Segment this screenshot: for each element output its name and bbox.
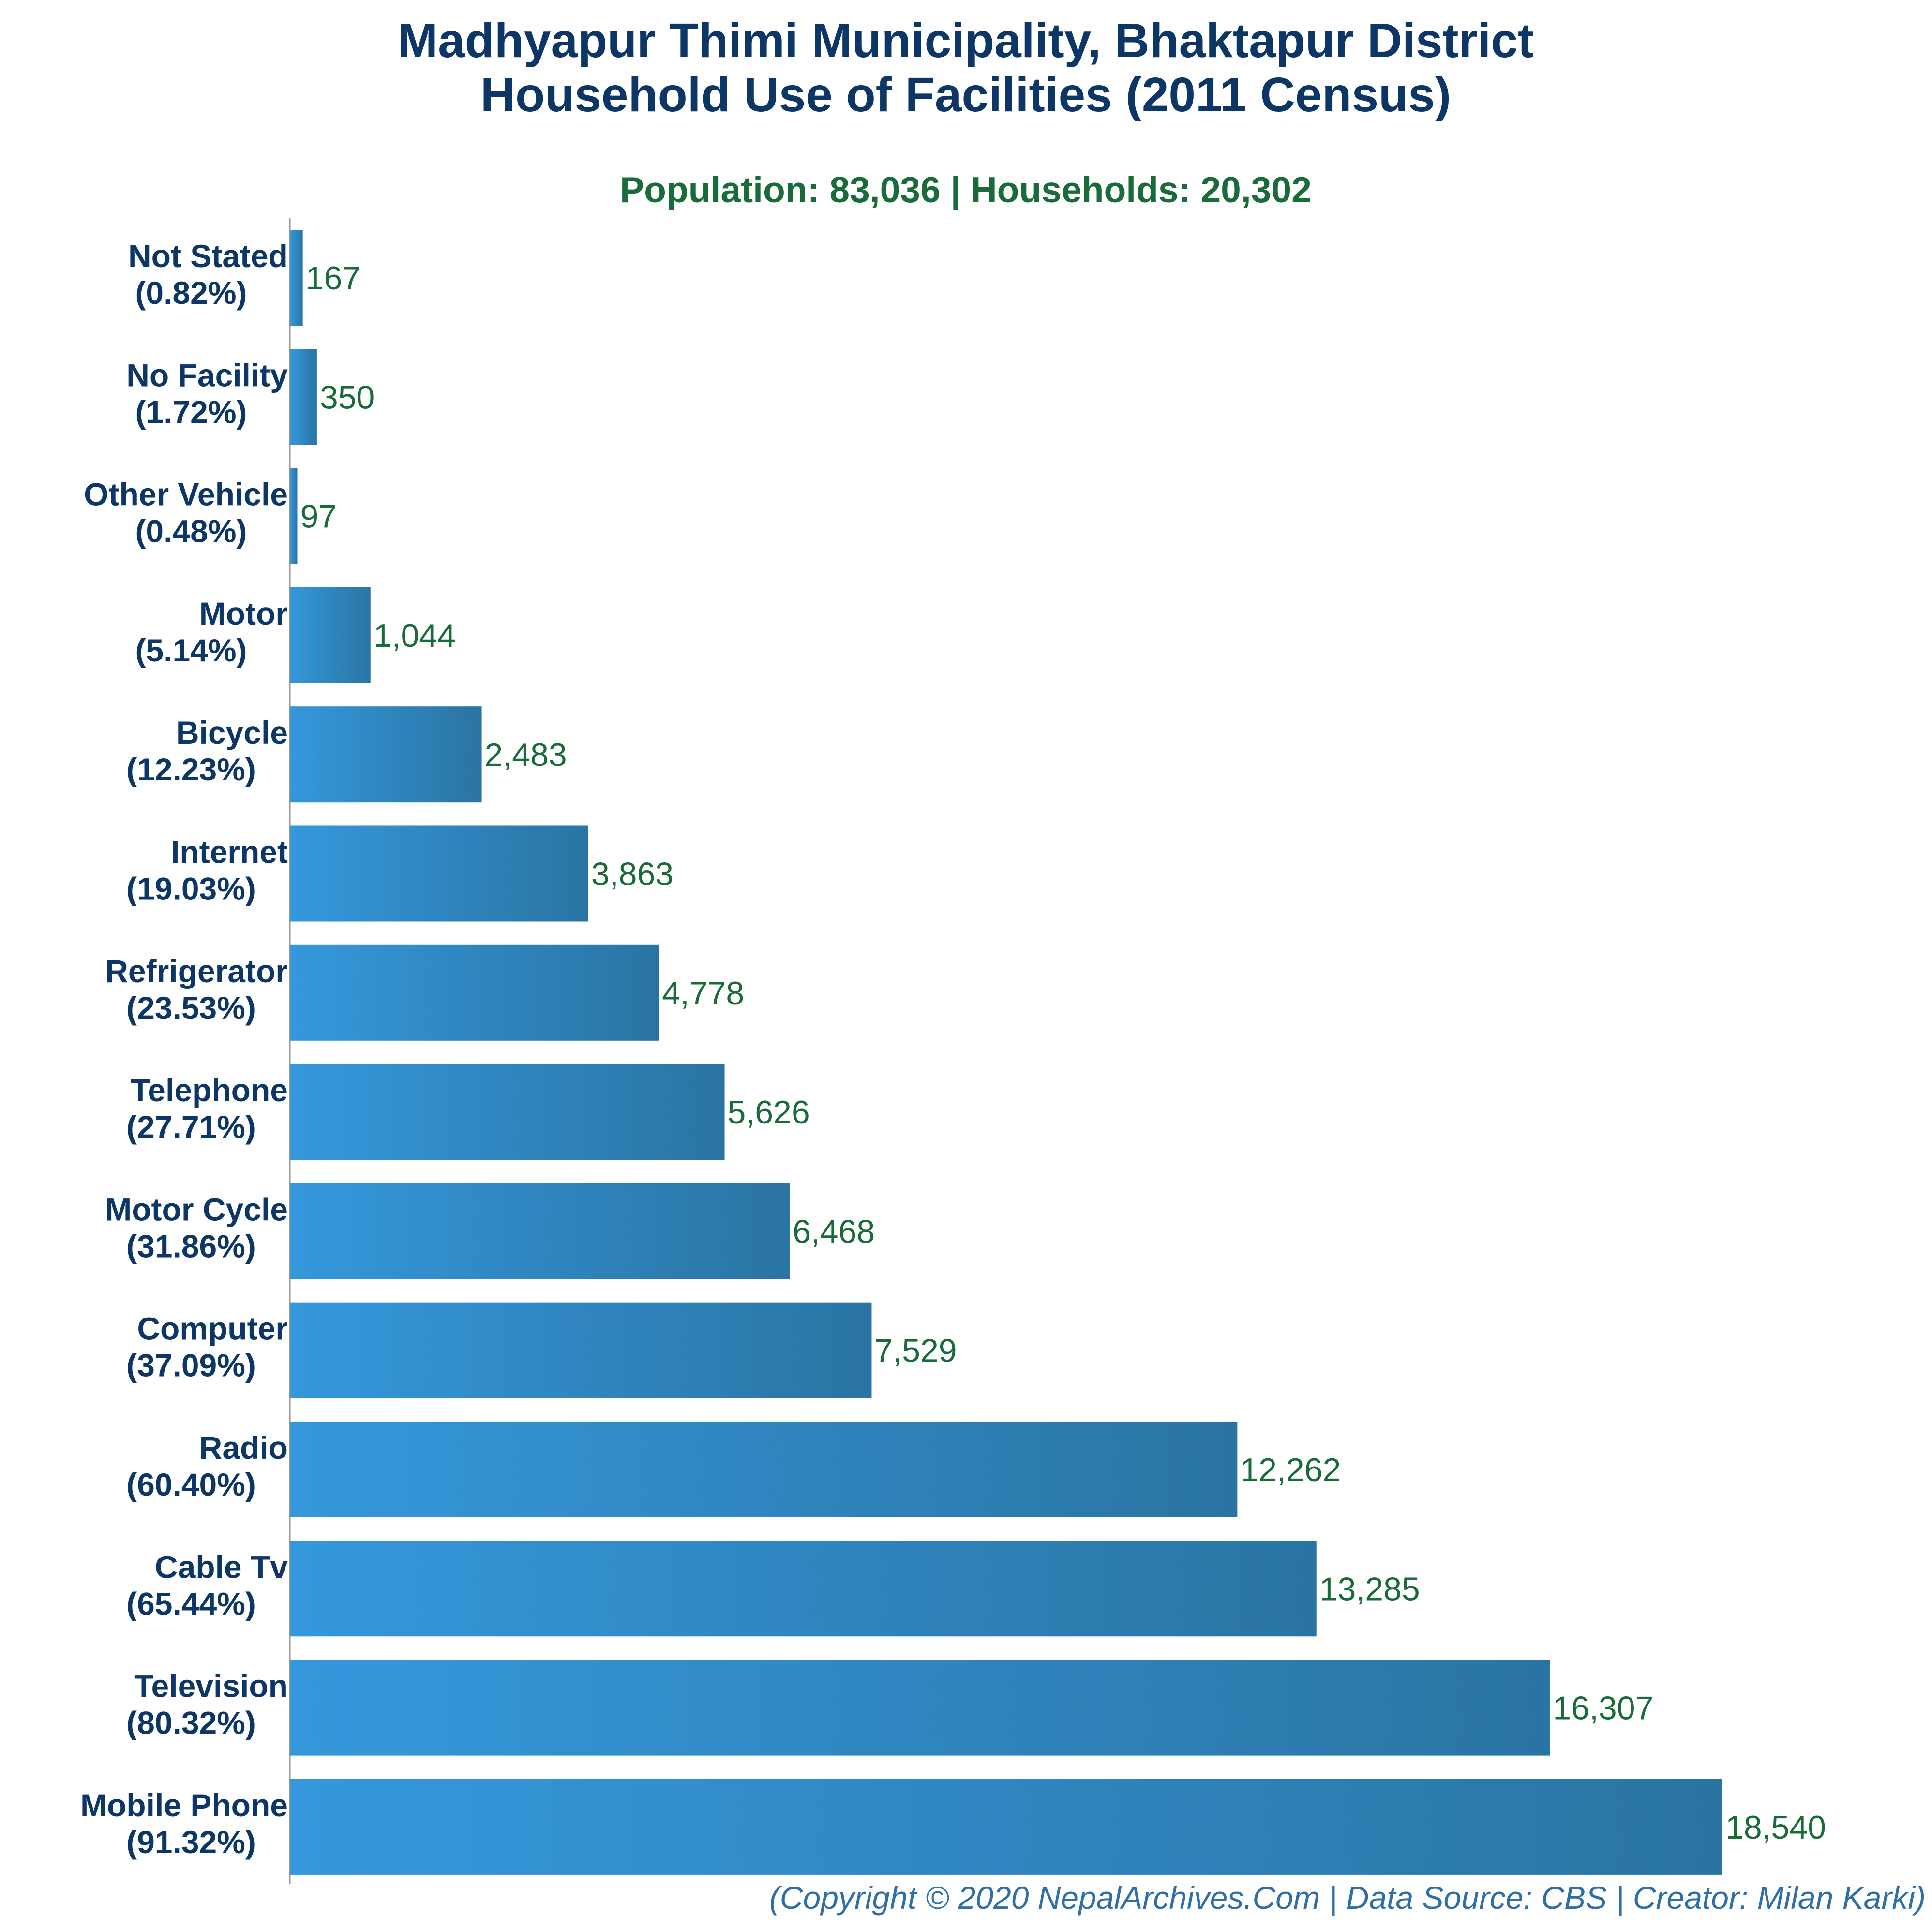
value-labels-layer: 167 350 97 1,044 2,483 3,863 4,778 5,626 6,468 7,… [300,260,1826,1846]
category-percent-refrigerator: (23.53%) [126,990,256,1026]
bar-other-vehicle [290,468,298,564]
bar-telephone [290,1064,725,1160]
category-percent-no-facility: (1.72%) [135,394,247,430]
bars-layer [290,230,1722,1875]
category-label-radio: Radio [199,1430,288,1466]
category-percent-bicycle: (12.23%) [126,751,256,787]
bar-internet [290,825,588,922]
value-label-computer: 7,529 [874,1333,957,1369]
value-label-bicycle: 2,483 [485,736,567,773]
category-percent-cable-tv: (65.44%) [126,1586,256,1621]
category-percent-motor: (5.14%) [135,632,247,668]
category-label-other-vehicle: Other Vehicle [84,477,288,512]
category-percent-internet: (19.03%) [126,871,256,907]
category-percent-not-stated: (0.82%) [135,275,247,311]
value-label-telephone: 5,626 [728,1094,810,1131]
category-percent-motor-cycle: (31.86%) [126,1228,256,1264]
chart-footer-credit: (Copyright © 2020 NepalArchives.Com | Da… [769,1880,1926,1917]
bar-cable-tv [290,1541,1317,1637]
category-label-cable-tv: Cable Tv [155,1549,288,1585]
bar-no-facility [290,349,317,445]
value-label-refrigerator: 4,778 [662,975,744,1012]
chart-title-line-1: Madhyapur Thimi Municipality, Bhaktapur … [398,14,1534,68]
category-percent-mobile-phone: (91.32%) [126,1824,256,1860]
value-label-television: 16,307 [1553,1690,1653,1727]
bar-mobile-phone [290,1779,1722,1875]
bar-motor-cycle [290,1183,790,1279]
bar-motor [290,587,371,683]
category-label-bicycle: Bicycle [176,715,288,750]
category-label-telephone: Telephone [131,1072,288,1108]
bar-radio [290,1422,1238,1517]
bar-bicycle [290,706,482,803]
bar-not-stated [290,230,303,326]
chart-subtitle: Population: 83,036 | Households: 20,302 [620,169,1312,210]
category-label-no-facility: No Facility [126,357,288,393]
value-label-motor-cycle: 6,468 [793,1213,875,1250]
value-label-not-stated: 167 [306,260,360,297]
bar-television [290,1660,1550,1756]
category-percent-computer: (37.09%) [126,1348,256,1383]
category-label-not-stated: Not Stated [128,238,288,274]
value-label-mobile-phone: 18,540 [1725,1809,1826,1846]
category-label-refrigerator: Refrigerator [105,953,288,989]
category-label-internet: Internet [171,834,288,870]
category-label-television: Television [134,1668,288,1704]
category-label-computer: Computer [137,1311,288,1347]
value-label-cable-tv: 13,285 [1319,1571,1420,1607]
value-label-motor: 1,044 [374,617,456,654]
value-label-other-vehicle: 97 [300,498,337,535]
chart-title-line-2: Household Use of Facilities (2011 Census… [480,68,1451,122]
value-label-internet: 3,863 [591,856,674,893]
bar-refrigerator [290,944,659,1041]
value-label-radio: 12,262 [1240,1452,1341,1488]
category-label-motor-cycle: Motor Cycle [105,1191,288,1227]
category-percent-television: (80.32%) [126,1705,256,1741]
category-labels-layer: Not Stated(0.82%) No Facility(1.72%) Other… [80,238,288,1860]
category-label-motor: Motor [199,596,288,631]
category-percent-radio: (60.40%) [126,1467,256,1502]
bar-computer [290,1302,872,1398]
value-label-no-facility: 350 [320,379,374,416]
category-percent-other-vehicle: (0.48%) [135,513,247,549]
category-label-mobile-phone: Mobile Phone [80,1787,288,1823]
category-percent-telephone: (27.71%) [126,1109,256,1145]
